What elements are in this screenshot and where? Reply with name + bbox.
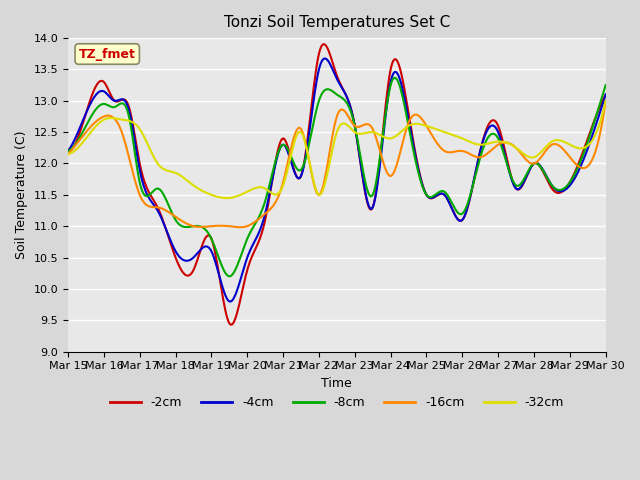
- Y-axis label: Soil Temperature (C): Soil Temperature (C): [15, 131, 28, 259]
- Text: TZ_fmet: TZ_fmet: [79, 48, 136, 60]
- Legend: -2cm, -4cm, -8cm, -16cm, -32cm: -2cm, -4cm, -8cm, -16cm, -32cm: [104, 391, 569, 414]
- Title: Tonzi Soil Temperatures Set C: Tonzi Soil Temperatures Set C: [224, 15, 450, 30]
- X-axis label: Time: Time: [321, 377, 352, 390]
